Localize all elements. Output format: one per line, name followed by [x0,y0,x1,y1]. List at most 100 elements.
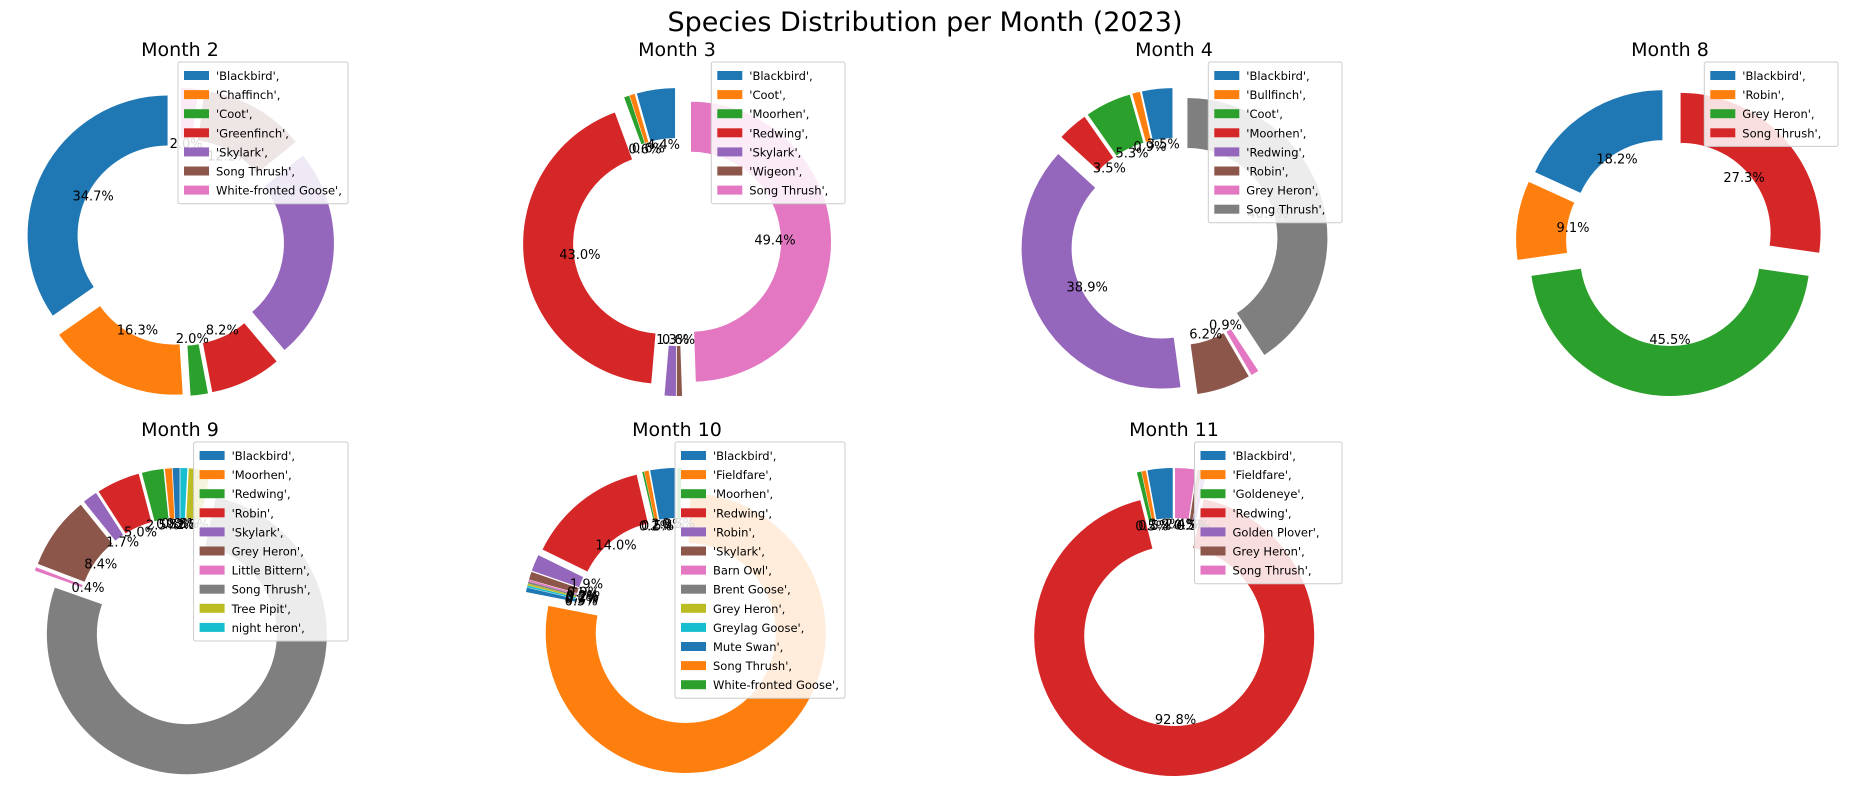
legend-entry: Greylag Goose', [713,621,804,635]
pie-slice [1535,90,1663,193]
pie-slice [187,344,208,396]
legend-swatch [1710,128,1736,138]
legend-entry: night heron', [232,621,305,635]
legend-swatch [199,603,225,613]
legend-swatch [1214,90,1240,100]
legend-entry: Grey Heron', [1233,545,1305,559]
pie-slice [1175,468,1197,520]
legend-swatch [1214,71,1240,80]
pie-slice [59,306,183,395]
legend-entry: 'Robin', [1742,88,1784,102]
pct-label: 2.0% [176,332,209,347]
legend-swatch [1214,185,1240,195]
legend-entry: 'Skylark', [749,145,801,159]
legend-entry: Grey Heron', [1742,107,1814,121]
pct-label: 0.2% [566,589,599,604]
legend-swatch [1710,71,1736,80]
pct-label: 0.9% [567,585,600,600]
legend-entry: Song Thrush', [1233,564,1312,578]
legend-entry: Song Thrush', [749,184,828,198]
pct-label: 0.8% [161,517,194,532]
legend-entry: 'Moorhen', [232,468,292,482]
legend-swatch [717,90,743,100]
pct-label: 4.4% [647,138,680,153]
pie-slice [1141,470,1155,521]
pct-label: 43.0% [559,248,600,263]
pie-slice [1132,91,1151,142]
legend-entry: 'Skylark', [232,525,284,539]
pie-slice [629,93,649,144]
pie-slice [1021,154,1181,389]
legend: 'Blackbird', 'Bullfinch', 'Coot', 'Moorhen'… [1207,61,1343,224]
legend-entry: Grey Heron', [232,545,304,559]
pie-slice [528,579,577,595]
legend-entry: 'Blackbird', [1246,69,1309,83]
pct-label: 0.5% [1138,519,1171,534]
legend-swatch [1200,527,1226,537]
pct-label: 0.8% [156,517,189,532]
legend-swatch [199,584,225,594]
pie-slice [1061,116,1114,171]
legend-swatch [681,642,706,651]
legend-swatch [681,661,706,671]
legend-swatch [199,546,225,556]
pie-slice [531,555,584,588]
legend-swatch [1214,128,1240,138]
legend-entry: 'Blackbird', [1742,69,1805,83]
legend-swatch [199,451,225,460]
legend-entry: 'Robin', [713,525,755,539]
legend-entry: 'Coot', [749,88,786,102]
charts: Month 234.7%16.3%2.0%8.2%12.2%2.0%'Black… [27,39,1839,776]
pct-label: 2.9% [1149,517,1182,532]
legend-swatch [184,166,209,176]
legend-swatch [1710,109,1736,119]
legend-swatch [681,527,706,537]
legend-swatch [184,109,209,119]
legend-entry: 'Blackbird', [1233,449,1296,463]
chart-title: Month 10 [632,419,722,441]
pct-label: 0.2% [565,591,598,606]
legend-entry: 'Redwing', [1233,506,1292,520]
chart-month-panel: Month 234.7%16.3%2.0%8.2%12.2%2.0%'Black… [27,39,349,396]
pie-slice [164,468,175,519]
pct-label: 0.6% [632,141,665,156]
pct-label: 3.5% [1147,138,1180,153]
legend-swatch [184,185,209,195]
legend-entry: Grey Heron', [1246,184,1318,198]
chart-month-panel: Month 102.9%0.5%0.2%14.0%1.9%0.9%0.2%0.2… [525,419,846,773]
legend-entry: 'Redwing', [713,506,772,520]
legend-swatch [717,128,743,138]
legend-swatch [1200,470,1226,480]
pct-label: 0.2% [639,519,672,534]
pie-slice [83,492,124,541]
legend-entry: 'Redwing', [1246,145,1305,159]
pie-slice [1136,471,1152,522]
legend-entry: Song Thrush', [1246,203,1325,217]
pct-label: 9.1% [1556,221,1589,236]
legend-swatch [199,527,225,537]
legend-box [674,441,846,699]
pie-slice [37,504,113,582]
legend-swatch [1200,489,1226,499]
pie-slice [141,468,169,522]
pct-label: 92.8% [1155,713,1196,728]
pie-slice [526,585,576,599]
legend-swatch [199,508,225,518]
legend-entry: 'Bullfinch', [1246,88,1306,102]
legend-entry: 'Coot', [1246,107,1283,121]
pct-label: 0.5% [1135,520,1168,535]
chart-month-panel: Month 8 18.2% 9.1% 45.5% 27.3% 'Blackbird', 'R… [1516,39,1839,396]
pct-label: 5.0% [124,525,157,540]
legend: 'Blackbird', 'Chaffinch', 'Coot', 'Greenfin… [177,61,349,205]
legend: 'Blackbird', 'Fieldfare', 'Goldeneye', 'Red… [1194,441,1343,585]
pct-label: 5.3% [1115,146,1148,161]
pct-label: 0.8% [166,517,199,532]
pct-label: 0.6% [628,142,661,157]
legend-swatch [1200,546,1226,556]
legend: 'Blackbird', 'Moorhen', 'Redwing', 'Robin',… [193,441,349,642]
pct-label: 3.5% [1093,161,1126,176]
legend-entry: 'Moorhen', [713,487,773,501]
pct-label: 45.5% [1649,333,1690,348]
pie-slice [642,471,655,521]
legend-entry: 'Skylark', [216,145,268,159]
